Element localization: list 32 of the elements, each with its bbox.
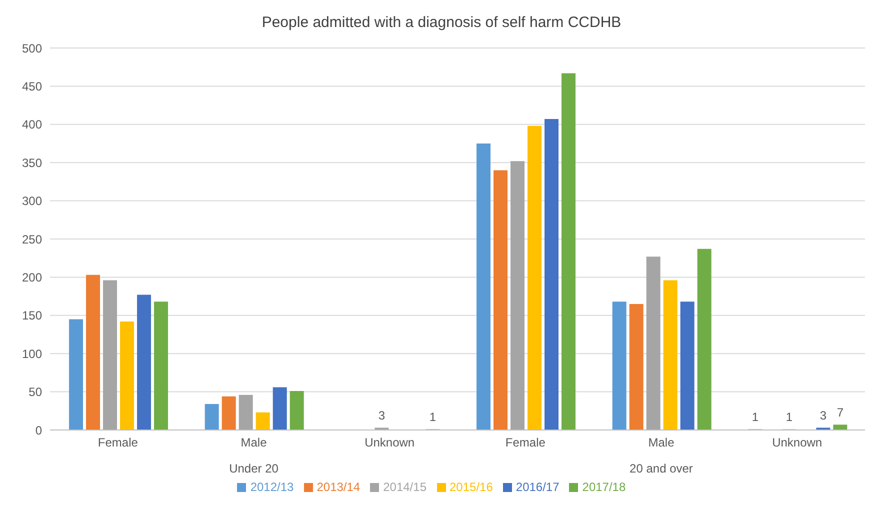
legend-label: 2015/16 (450, 480, 493, 494)
y-tick-label: 300 (22, 194, 42, 208)
legend-label: 2017/18 (582, 480, 626, 494)
y-tick-label: 100 (22, 346, 42, 361)
y-tick-label: 350 (22, 156, 42, 170)
data-label: 3 (378, 408, 386, 423)
x-tick-label: Male (648, 436, 675, 450)
y-tick-label: 50 (28, 385, 42, 400)
data-label: 1 (429, 410, 436, 424)
data-label: 1 (786, 410, 793, 424)
y-tick-label: 450 (22, 79, 42, 94)
y-tick-label: 0 (35, 423, 42, 438)
x-tick-label: Female (98, 436, 138, 450)
data-label: 7 (836, 406, 844, 420)
legend-label: 2014/15 (383, 480, 426, 494)
legend-label: 2012/13 (250, 480, 294, 494)
y-tick-label: 500 (22, 41, 42, 56)
y-tick-label: 150 (22, 308, 42, 323)
text: 20 and over (630, 462, 693, 476)
x-tick-label: Female (505, 436, 546, 450)
chart-title: People admitted with a diagnosis of self harm CCDHB (260, 13, 622, 33)
x-tick-label: Unknown (772, 436, 822, 450)
data-label: 3 (820, 408, 827, 423)
legend-label: 2013/14 (316, 480, 360, 494)
x-tick-label: Male (240, 436, 268, 450)
data-label: 1 (752, 410, 759, 424)
y-tick-label: 400 (22, 118, 42, 132)
x-tick-label: Unknown (364, 436, 415, 450)
y-tick-label: 250 (22, 232, 42, 246)
y-tick-label: 200 (22, 270, 42, 284)
text: Under 20 (229, 462, 279, 476)
legend-label: 2016/17 (516, 480, 560, 494)
